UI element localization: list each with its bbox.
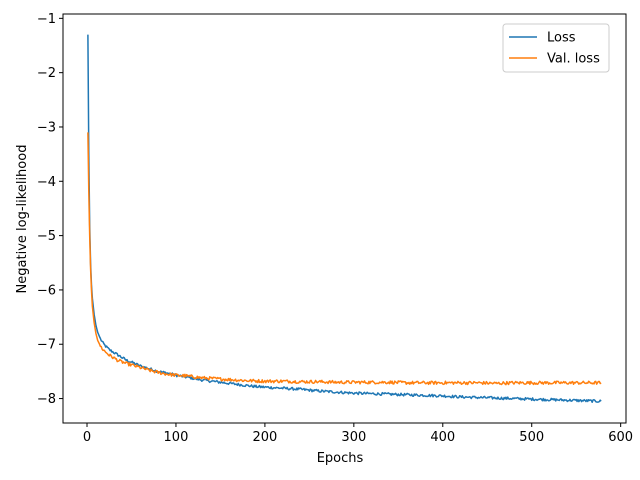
x-tick-label: 0 (83, 430, 91, 445)
y-tick-label: −4 (37, 175, 56, 190)
x-axis-label: Epochs (317, 451, 364, 466)
x-tick-label: 100 (164, 430, 189, 445)
x-tick-label: 400 (430, 430, 455, 445)
legend-label: Val. loss (547, 52, 600, 67)
x-tick-label: 500 (519, 430, 544, 445)
legend-label: Loss (547, 31, 576, 46)
x-tick-label: 200 (252, 430, 277, 445)
y-tick-label: −5 (37, 229, 56, 244)
y-axis-label: Negative log-likelihood (15, 145, 30, 294)
x-tick-label: 300 (341, 430, 366, 445)
series-layer (87, 34, 602, 404)
x-tick-label: 600 (608, 430, 633, 445)
y-tick-label: −1 (37, 12, 56, 27)
y-tick-label: −8 (37, 392, 56, 407)
x-axis: 0 100 200 300 400 500 600 (83, 423, 633, 445)
legend: Loss Val. loss (502, 23, 610, 73)
y-axis: −8 −7 −6 −5 −4 −3 −2 −1 (37, 12, 63, 407)
y-tick-label: −6 (37, 283, 56, 298)
y-tick-label: −3 (37, 120, 56, 135)
series-line-val-loss (87, 132, 602, 386)
plot-frame (62, 13, 627, 424)
legend-box (502, 23, 610, 73)
y-tick-label: −2 (37, 66, 56, 81)
y-tick-label: −7 (37, 338, 56, 353)
